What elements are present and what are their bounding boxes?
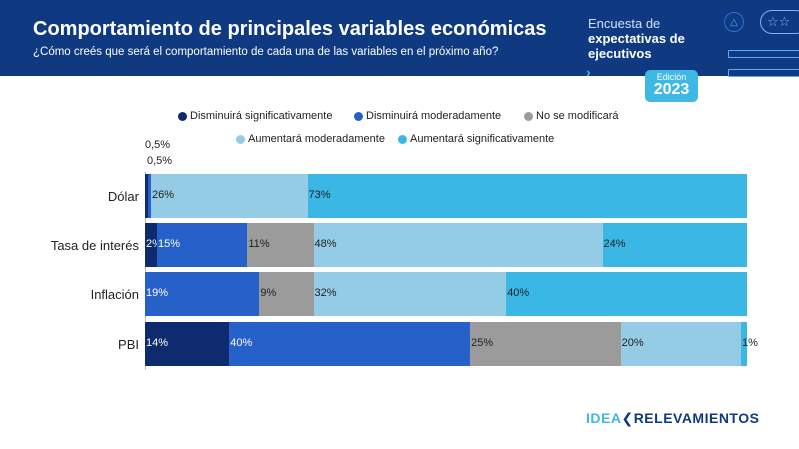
- y-axis-line: [145, 172, 146, 370]
- legend-label: Disminuirá moderadamente: [366, 110, 502, 122]
- data-label: 40%: [230, 337, 253, 349]
- category-label-tasa-de-interes: Tasa de interés: [50, 238, 139, 253]
- legend-swatch: [524, 111, 533, 121]
- data-label: 25%: [471, 337, 494, 349]
- data-label: 11%: [248, 238, 270, 250]
- category-label-pbi: PBI: [118, 337, 139, 352]
- data-label: 1%: [741, 337, 758, 349]
- legend-item-no-se-modificara: No se modificará: [524, 110, 619, 122]
- chevron-right-icon: ›: [586, 64, 591, 80]
- deco-line-1: [728, 50, 799, 58]
- bar-segment-inflacion-aumentara-significativamente: [506, 272, 747, 316]
- category-label-dolar: Dólar: [107, 189, 139, 204]
- data-label: 14%: [146, 337, 169, 349]
- bar-segment-dolar-aumentara-moderadamente: [151, 174, 308, 218]
- edition-badge: Edición 2023: [645, 70, 698, 102]
- bar-segment-tasa-de-interes-aumentara-moderadamente: [313, 223, 603, 267]
- legend-item-aumentara-significativamente: Aumentará significativamente: [398, 133, 554, 145]
- deco-line-2: [728, 69, 799, 77]
- triangle-icon: △: [724, 12, 744, 32]
- idea-relevamientos-logo: IDEA❮RELEVAMIENTOS: [586, 410, 759, 427]
- survey-line-2: expectativas de: [588, 31, 685, 46]
- category-label-inflacion: Inflación: [90, 287, 139, 302]
- data-label: 26%: [152, 189, 175, 201]
- data-label: 19%: [146, 287, 169, 299]
- bar-segment-tasa-de-interes-disminuira-moderadamente: [157, 223, 248, 267]
- bar-segment-dolar-disminuira-significativamente: [145, 174, 148, 218]
- data-label: 73%: [308, 189, 331, 201]
- page-title: Comportamiento de principales variables …: [33, 18, 547, 40]
- bar-segment-inflacion-disminuira-moderadamente: [145, 272, 260, 316]
- data-label: 40%: [507, 287, 530, 299]
- legend-swatch: [398, 134, 407, 144]
- data-label: 15%: [158, 238, 181, 250]
- bar-segment-pbi-disminuira-significativamente: [145, 322, 230, 366]
- legend-label: Disminuirá significativamente: [190, 110, 333, 122]
- logo-part-2: RELEVAMIENTOS: [633, 410, 760, 426]
- legend-label: Aumentará moderadamente: [248, 133, 385, 145]
- bar-segment-pbi-no-se-modificara: [470, 322, 621, 366]
- logo-chevron-icon: ❮: [621, 410, 634, 426]
- data-label: 20%: [621, 337, 644, 349]
- header-banner: Comportamiento de principales variables …: [0, 0, 799, 80]
- bar-segment-dolar-aumentara-significativamente: [307, 174, 747, 218]
- bar-segment-pbi-aumentara-moderadamente: [620, 322, 741, 366]
- bar-segment-tasa-de-interes-no-se-modificara: [247, 223, 314, 267]
- bar-segment-pbi-disminuira-moderadamente: [229, 322, 471, 366]
- edition-label: Edición: [656, 72, 687, 82]
- legend-item-disminuira-significativamente: Disminuirá significativamente: [178, 110, 332, 122]
- legend-item-aumentara-moderadamente: Aumentará moderadamente: [236, 133, 385, 145]
- stars-icon: ☆☆: [760, 10, 799, 34]
- bar-segment-inflacion-no-se-modificara: [259, 272, 314, 316]
- logo-part-1: IDEA: [586, 410, 622, 426]
- data-label: 24%: [603, 238, 626, 250]
- survey-line-3: ejecutivos: [588, 46, 652, 61]
- small-data-label: 0,5%: [147, 155, 173, 167]
- edition-year: 2023: [653, 81, 690, 98]
- legend-swatch: [354, 111, 363, 121]
- data-label: 32%: [314, 287, 337, 299]
- legend-swatch: [236, 134, 245, 144]
- bar-segment-tasa-de-interes-aumentara-significativamente: [602, 223, 747, 267]
- survey-line-1: Encuesta de: [588, 16, 661, 31]
- page-subtitle: ¿Cómo creés que será el comportamiento d…: [33, 46, 499, 58]
- legend-label: No se modificará: [536, 110, 619, 122]
- legend-item-disminuira-moderadamente: Disminuirá moderadamente: [354, 110, 501, 122]
- bar-segment-inflacion-aumentara-moderadamente: [313, 272, 507, 316]
- data-label: 48%: [314, 238, 337, 250]
- bar-segment-pbi-aumentara-significativamente: [740, 322, 747, 366]
- small-data-label: 0,5%: [145, 139, 171, 151]
- data-label: 9%: [260, 287, 277, 299]
- legend-swatch: [178, 111, 187, 121]
- bar-segment-tasa-de-interes-disminuira-significativamente: [145, 223, 158, 267]
- bar-segment-dolar-disminuira-moderadamente: [148, 174, 151, 218]
- legend-label: Aumentará significativamente: [410, 133, 555, 145]
